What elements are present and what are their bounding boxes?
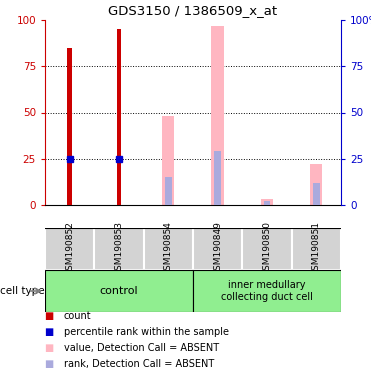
Text: percentile rank within the sample: percentile rank within the sample — [63, 327, 229, 337]
Bar — [94, 228, 144, 270]
Text: GSM190850: GSM190850 — [263, 222, 272, 276]
Bar — [162, 116, 174, 205]
Text: inner medullary
collecting duct cell: inner medullary collecting duct cell — [221, 280, 313, 302]
Text: rank, Detection Call = ABSENT: rank, Detection Call = ABSENT — [63, 359, 214, 369]
Bar — [117, 29, 121, 205]
Text: GSM190854: GSM190854 — [164, 222, 173, 276]
Text: value, Detection Call = ABSENT: value, Detection Call = ABSENT — [63, 343, 219, 353]
Bar — [310, 164, 322, 205]
Bar — [292, 228, 341, 270]
Text: cell type: cell type — [0, 286, 45, 296]
Bar — [144, 228, 193, 270]
Text: GSM190852: GSM190852 — [65, 222, 74, 276]
Bar — [193, 270, 341, 312]
Bar — [211, 26, 224, 205]
Bar — [68, 48, 72, 205]
Title: GDS3150 / 1386509_x_at: GDS3150 / 1386509_x_at — [108, 5, 278, 17]
Text: ■: ■ — [44, 311, 53, 321]
Bar — [263, 201, 270, 205]
Text: GSM190849: GSM190849 — [213, 222, 222, 276]
Bar — [214, 151, 221, 205]
Text: GSM190851: GSM190851 — [312, 222, 321, 276]
Bar — [165, 177, 172, 205]
Text: control: control — [100, 286, 138, 296]
Text: ■: ■ — [44, 327, 53, 337]
Text: GSM190853: GSM190853 — [115, 222, 124, 276]
Text: count: count — [63, 311, 91, 321]
Bar — [45, 228, 94, 270]
Bar — [313, 183, 320, 205]
Text: ■: ■ — [44, 343, 53, 353]
Bar — [261, 199, 273, 205]
Bar — [45, 270, 193, 312]
Text: ■: ■ — [44, 359, 53, 369]
Bar — [242, 228, 292, 270]
Bar — [193, 228, 242, 270]
